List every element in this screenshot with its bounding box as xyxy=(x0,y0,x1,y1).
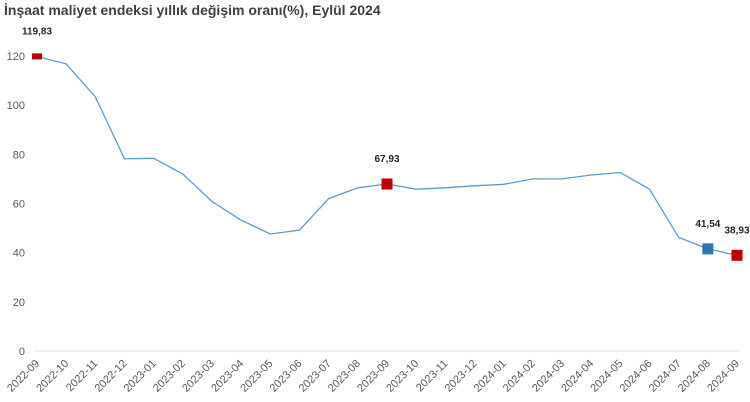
y-tick-label: 20 xyxy=(13,297,25,309)
data-point-marker xyxy=(381,178,393,190)
data-label: 38,93 xyxy=(724,225,749,236)
y-tick-label: 120 xyxy=(7,51,25,63)
data-labels: 119,83 67,93 41,54 38,93 xyxy=(22,26,750,236)
data-label: 41,54 xyxy=(695,219,720,230)
data-label: 67,93 xyxy=(374,154,399,165)
x-tick-label: 2022-10 xyxy=(34,358,71,395)
x-axis-ticks: 2022-092022-102022-112022-122023-012023-… xyxy=(5,358,742,395)
chart-title: İnşaat maliyet endeksi yıllık değişim or… xyxy=(4,2,381,18)
y-tick-label: 0 xyxy=(19,346,25,358)
x-tick-label: 2024-09 xyxy=(705,358,742,395)
y-tick-label: 100 xyxy=(7,100,25,112)
data-point-marker xyxy=(702,243,714,255)
y-tick-label: 60 xyxy=(13,199,25,211)
data-point-marker xyxy=(731,249,743,261)
y-tick-label: 40 xyxy=(13,248,25,260)
data-label: 119,83 xyxy=(22,26,52,37)
x-tick-label: 2023-10 xyxy=(384,358,421,395)
highlight-markers xyxy=(32,53,743,261)
y-axis-labels: 0 20 40 60 80 100 120 xyxy=(7,51,25,358)
data-point-marker xyxy=(32,53,42,60)
y-tick-label: 80 xyxy=(13,149,25,161)
